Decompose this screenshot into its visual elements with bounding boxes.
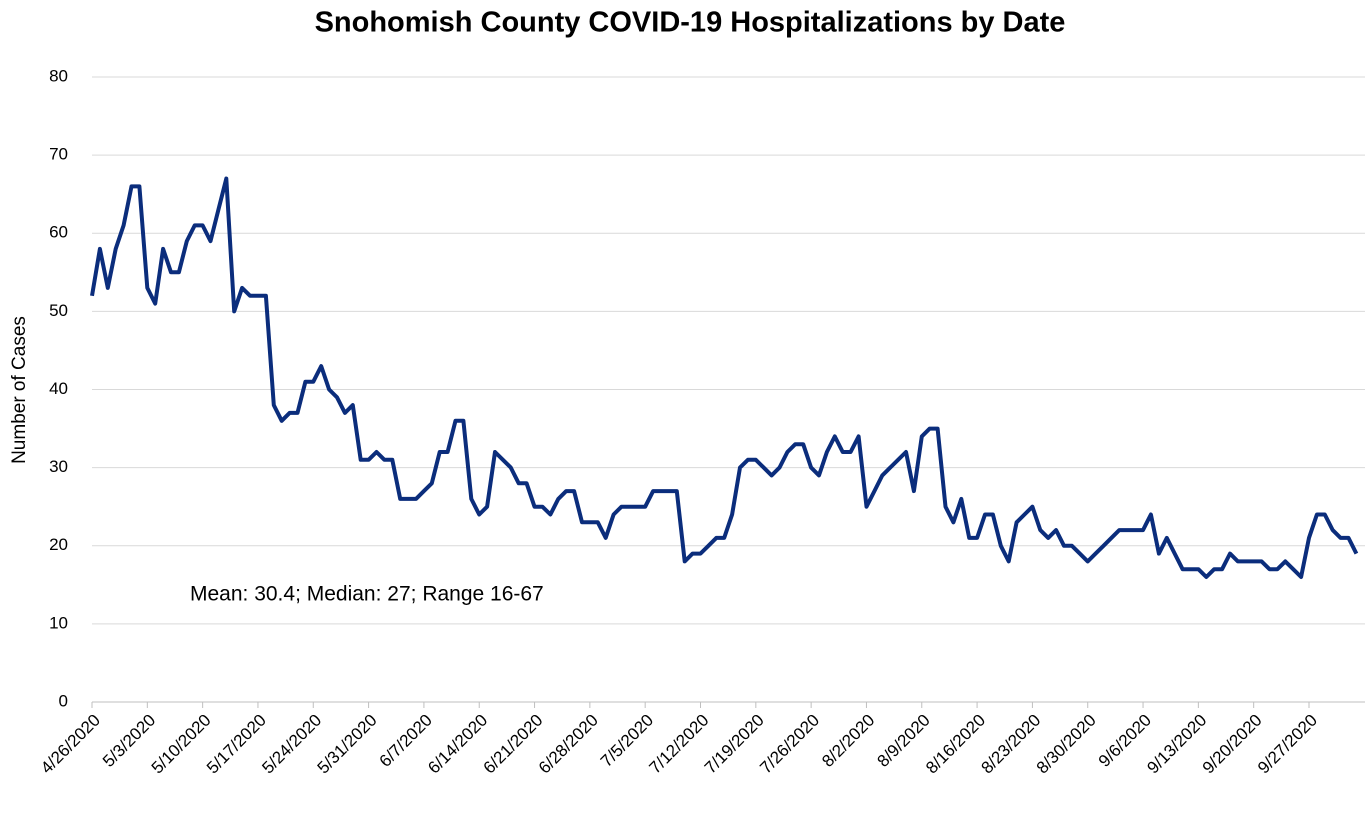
y-tick-label: 40 xyxy=(49,379,68,398)
chart-title: Snohomish County COVID-19 Hospitalizatio… xyxy=(315,7,1066,39)
x-tick-label: 8/30/2020 xyxy=(1033,711,1100,778)
x-tick-label: 9/20/2020 xyxy=(1199,711,1266,778)
y-axis-label: Number of Cases xyxy=(9,316,30,464)
x-tick-label: 5/24/2020 xyxy=(258,711,325,778)
y-tick-label: 0 xyxy=(59,691,68,710)
x-tick-label: 7/19/2020 xyxy=(701,711,768,778)
x-tick-label: 6/14/2020 xyxy=(424,711,491,778)
y-tick-label: 30 xyxy=(49,457,68,476)
x-tick-label: 5/17/2020 xyxy=(203,711,270,778)
y-tick-label: 10 xyxy=(49,613,68,632)
data-line xyxy=(90,176,1359,579)
x-tick-label: 6/28/2020 xyxy=(535,711,602,778)
y-tick-label: 20 xyxy=(49,535,68,554)
x-tick-label: 8/16/2020 xyxy=(922,711,989,778)
x-tick-label: 8/2/2020 xyxy=(818,711,878,771)
x-tick-label: 9/13/2020 xyxy=(1143,711,1210,778)
x-tick-label: 7/12/2020 xyxy=(646,711,713,778)
x-tick-label: 5/10/2020 xyxy=(148,711,215,778)
y-tick-label: 60 xyxy=(49,223,68,242)
x-tick-label: 8/23/2020 xyxy=(977,711,1044,778)
x-tick-label: 9/27/2020 xyxy=(1254,711,1321,778)
y-tick-label: 80 xyxy=(49,66,68,85)
annotation: Mean: 30.4; Median: 27; Range 16-67 xyxy=(190,583,544,606)
x-tick-label: 6/21/2020 xyxy=(480,711,547,778)
x-tick-label: 4/26/2020 xyxy=(37,711,104,778)
x-tick-label: 5/31/2020 xyxy=(314,711,381,778)
y-tick-label: 70 xyxy=(49,145,68,164)
y-tick-label: 50 xyxy=(49,301,68,320)
x-tick-label: 7/26/2020 xyxy=(756,711,823,778)
